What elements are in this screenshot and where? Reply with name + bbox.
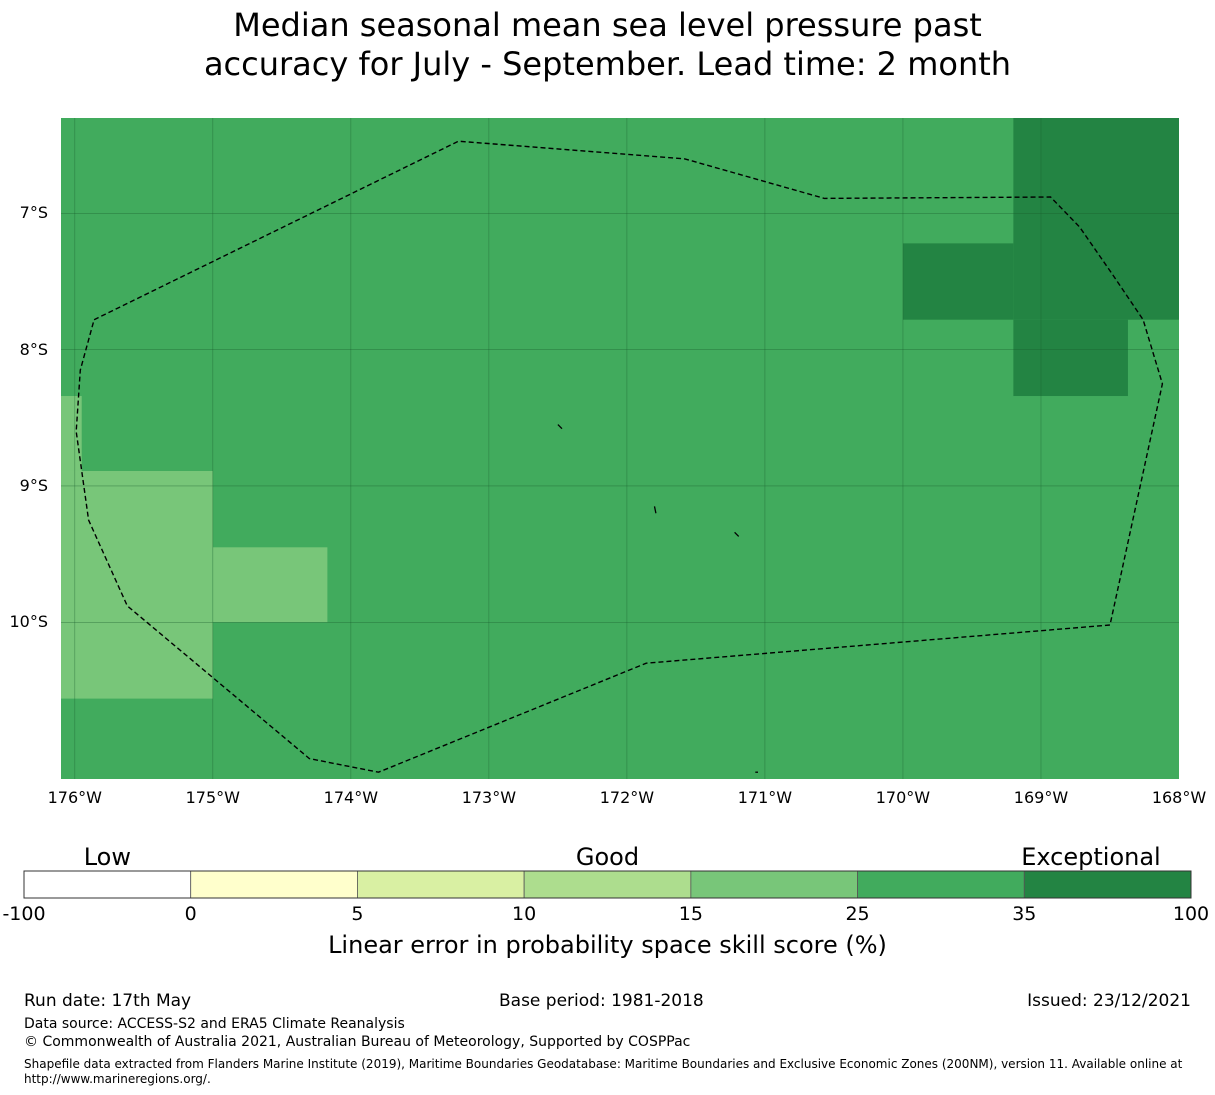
good-zone-w2 [61,470,213,699]
longitude-tick-label: 174°W [323,788,379,807]
island [557,424,563,430]
colorbar-frame [23,870,1192,899]
eez-boundary [75,140,1164,773]
colorbar-tick-label: 15 [678,903,703,925]
island [734,531,740,537]
issued-date: Issued: 23/12/2021 [1027,991,1191,1011]
colorbar-category-label: Low [83,843,131,871]
longitude-tick-label: 169°W [1013,788,1069,807]
good-zone-w3 [212,547,328,623]
latitude-tick-label: 10°S [9,612,48,632]
colorbar-bin [1023,870,1192,899]
longitude-tick-label: 173°W [461,788,517,807]
base-period: Base period: 1981-2018 [499,991,704,1011]
colorbar-tick-label: 5 [351,903,364,925]
colorbar-tick-label: 25 [845,903,870,925]
colorbar-tick-label: 10 [512,903,537,925]
shapefile-note: Shapefile data extracted from Flanders M… [24,1057,1183,1086]
longitude-tick-label: 170°W [875,788,931,807]
colorbar-bin [523,870,692,899]
colorbar-tick-label: 0 [184,903,197,925]
colorbar-bin [857,870,1025,899]
data-source: Data source: ACCESS-S2 and ERA5 Climate … [24,1016,405,1032]
longitude-tick-label: 168°W [1151,788,1207,807]
exceptional-zone-ne [1013,118,1179,320]
colorbar-tick-label: 100 [1172,903,1210,925]
colorbar-bin [357,870,525,899]
exceptional-zone-south [1013,319,1128,397]
colorbar-tick-label: 35 [1012,903,1037,925]
colorbar-label: Linear error in probability space skill … [328,931,887,959]
run-date: Run date: 17th May [24,991,192,1011]
copyright: © Commonwealth of Australia 2021, Austra… [24,1034,691,1050]
good-zone-w1 [61,396,82,471]
colorbar-tick-label: -100 [2,903,46,925]
map-title: Median seasonal mean sea level pressure … [0,6,1215,84]
colorbar-bin [690,870,858,899]
island [653,506,657,514]
colorbar-category-label: Good [575,843,640,871]
latitude-tick-label: 8°S [19,339,48,359]
colorbar-category-label: Exceptional [1021,843,1161,871]
longitude-tick-label: 172°W [599,788,655,807]
exceptional-zone-mid [902,243,1014,320]
map-title-line-2: accuracy for July - September. Lead time… [203,45,1012,83]
colorbar-bin [190,870,358,899]
map-title-line-1: Median seasonal mean sea level pressure … [233,6,982,44]
latitude-tick-label: 9°S [19,475,48,495]
longitude-tick-label: 175°W [185,788,240,807]
longitude-tick-label: 176°W [47,788,102,807]
map-background [61,118,1179,779]
longitude-tick-label: 171°W [737,788,793,807]
colorbar-bin [23,870,192,899]
latitude-tick-label: 7°S [19,203,48,223]
